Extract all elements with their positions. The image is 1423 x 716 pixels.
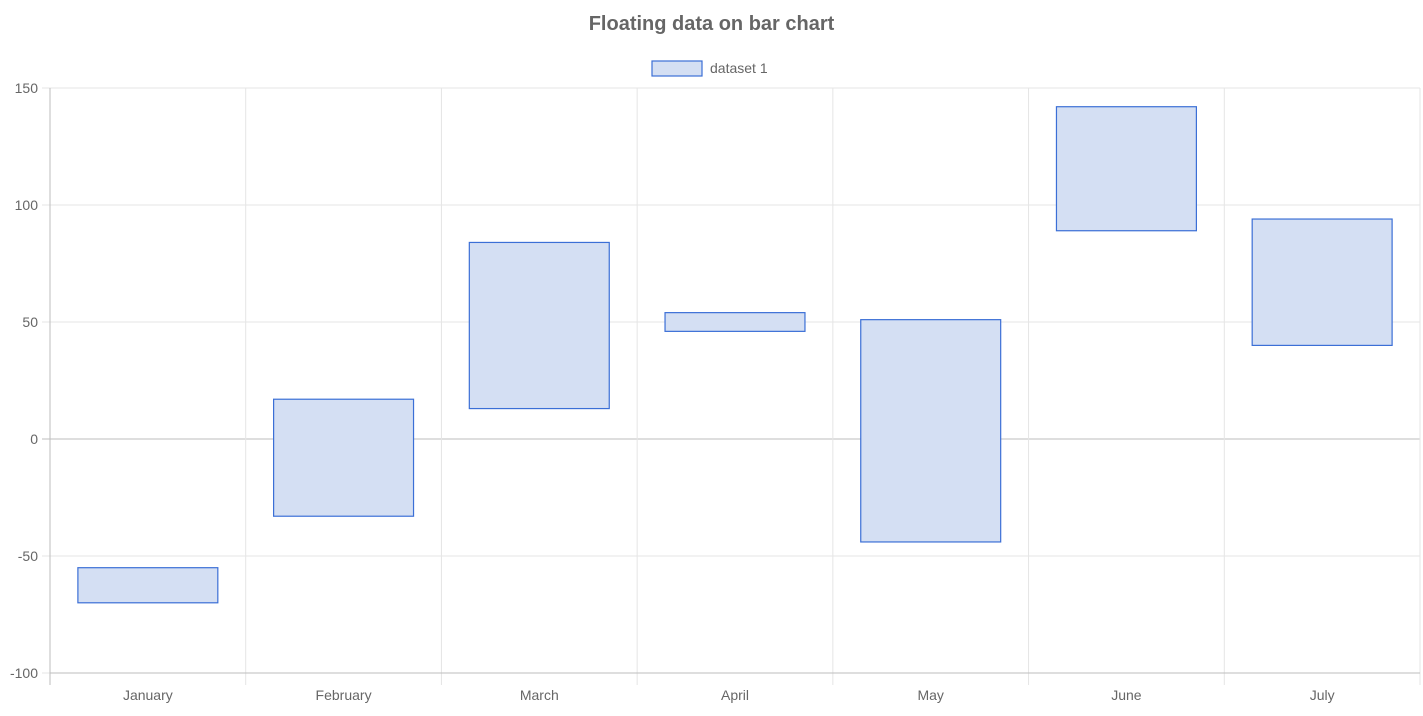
tick-labels: 150 100 50 0 -50 -100 January February March Apri… (10, 80, 1335, 703)
x-tick-label: February (316, 687, 372, 703)
bar-may[interactable] (860, 319, 1002, 543)
bar-march[interactable] (468, 241, 610, 410)
bar-june[interactable] (1055, 106, 1197, 232)
legend-swatch[interactable] (651, 60, 703, 77)
bar-april[interactable] (664, 312, 806, 332)
bar-february[interactable] (273, 398, 415, 517)
y-tick-label: 150 (15, 80, 39, 96)
x-tick-label: April (721, 687, 749, 703)
x-tick-label: July (1310, 687, 1335, 703)
y-tick-label: -50 (18, 548, 38, 564)
y-tick-label: 50 (22, 314, 38, 330)
axes (49, 88, 1420, 685)
x-tick-label: March (520, 687, 559, 703)
grid (42, 87, 1421, 685)
legend-label[interactable]: dataset 1 (710, 60, 768, 76)
x-tick-label: May (917, 687, 943, 703)
chart-title: Floating data on bar chart (589, 13, 835, 35)
x-tick-label: January (123, 687, 173, 703)
legend[interactable]: dataset 1 (651, 60, 768, 77)
y-tick-label: 100 (15, 197, 39, 213)
bar-july[interactable] (1251, 218, 1393, 346)
bars (77, 106, 1393, 604)
y-tick-label: 0 (30, 431, 38, 447)
bar-january[interactable] (77, 567, 219, 604)
x-tick-label: June (1111, 687, 1142, 703)
y-tick-label: -100 (10, 665, 38, 681)
